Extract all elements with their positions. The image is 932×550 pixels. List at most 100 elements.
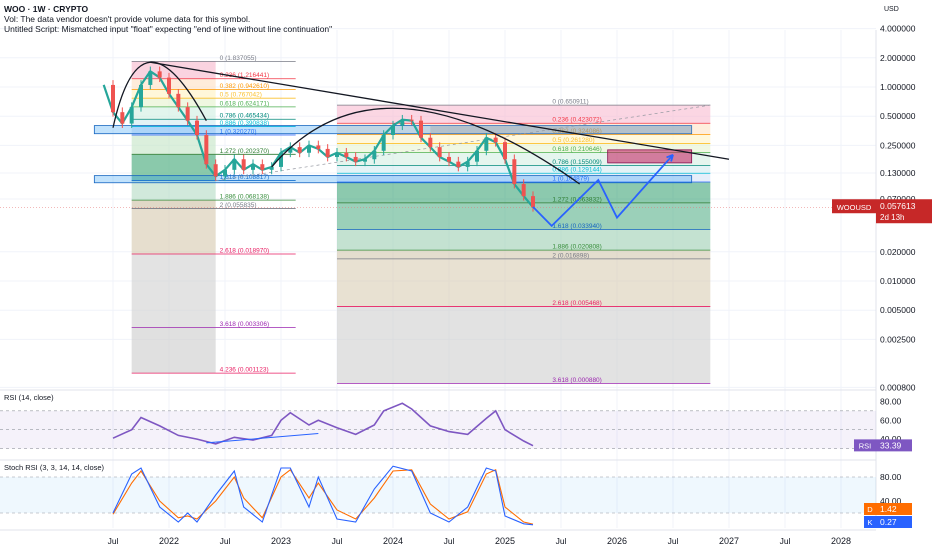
fib-left-zone (131, 154, 216, 181)
price-tick-label: 2.000000 (880, 53, 916, 63)
stoch-k-value-badge (876, 516, 912, 528)
candle-body (269, 166, 274, 170)
candle-body (419, 120, 423, 138)
candle-body (120, 112, 125, 124)
red-target-zone (607, 149, 693, 164)
candle-body (465, 161, 470, 167)
fib-left-label: 4.236 (0.001123) (220, 367, 269, 374)
candle-body (111, 84, 115, 113)
price-tick-label: 0.500000 (880, 111, 916, 121)
rsi-line (112, 402, 534, 447)
price-tick-label: 0.070000 (880, 194, 916, 204)
time-tick-label: 2022 (159, 536, 179, 546)
fib-left-zone (131, 208, 216, 255)
candle-body (363, 159, 367, 162)
fib-right-label: 2.618 (0.005468) (552, 300, 602, 307)
time-tick-label: 2023 (271, 536, 291, 546)
candle-body (148, 71, 153, 85)
fib-right-zone (337, 202, 711, 230)
price-tick-label: 4.000000 (880, 24, 916, 34)
arc-2024 (271, 107, 581, 185)
symbol-title: WOO · 1W · CRYPTO (4, 4, 89, 14)
fib-left-zone (131, 180, 216, 201)
fib-left-label: 0.5 (0.767042) (220, 92, 262, 99)
stoch-label: Stoch RSI (3, 3, 14, 14, close) (4, 463, 105, 472)
fib-left-zone (131, 61, 216, 79)
fib-left-zone (131, 106, 216, 120)
fib-left-zone (131, 78, 216, 90)
fib-left-label: 0.618 (0.624171) (220, 100, 270, 107)
candle-body (372, 150, 377, 160)
fib-left-zone (131, 200, 216, 209)
stoch-k-line (112, 465, 534, 526)
stoch-k-badge (864, 516, 876, 528)
candle-body (428, 137, 433, 148)
ticker-badge-label: WOOUSD (837, 203, 872, 212)
stoch-tick-label: 80.00 (880, 472, 902, 482)
time-tick-label: Jul (668, 536, 679, 546)
fib-right-label: 1 (0.104879) (552, 175, 589, 182)
fib-left-label: 0 (1.837055) (220, 55, 257, 62)
fib-left-zone (131, 119, 216, 127)
projection-arrowhead (666, 153, 674, 162)
fib-right-label: 1.618 (0.033940) (552, 223, 602, 230)
rsi-tick-label: 60.00 (880, 415, 902, 425)
time-tick-label: Jul (556, 536, 567, 546)
candle-body (297, 147, 302, 153)
rsi-tick-label: 80.00 (880, 396, 902, 406)
candle-body (260, 164, 265, 170)
rsi-badge (854, 439, 876, 452)
candle-body (512, 159, 517, 184)
candle-body (521, 184, 526, 197)
fib-left-label: 1.272 (0.202370) (220, 148, 270, 155)
candle-body (493, 137, 498, 143)
candle-body (437, 147, 442, 157)
time-tick-label: 2028 (831, 536, 851, 546)
fib-right-zone (337, 250, 711, 259)
fib-right-zone (337, 173, 711, 182)
upper-zone-shade (430, 125, 692, 134)
time-tick-label: Jul (332, 536, 343, 546)
fib-right-label: 0 (0.650911) (552, 99, 588, 106)
stoch-d-value: 1.42 (880, 504, 897, 514)
candle-body (381, 135, 386, 151)
candle-body (316, 145, 321, 149)
fib-right-label: 0.786 (0.155009) (552, 159, 602, 166)
price-badge-value: 0.057613 (880, 201, 916, 211)
fib-right-zone (337, 165, 711, 174)
fib-right-label: 0.618 (0.210646) (552, 146, 602, 153)
candle-body (288, 147, 293, 153)
stoch-k-badge-label: K (867, 518, 872, 527)
lower-blue-zone (93, 175, 693, 184)
fib-left-label: 2.618 (0.018970) (220, 248, 270, 255)
rsi-value-badge (876, 439, 912, 452)
script-error-note: Untitled Script: Mismatched input "float… (4, 24, 333, 34)
trendline (150, 61, 730, 160)
fib-left-label: 1.618 (0.108817) (220, 174, 270, 181)
fib-left-label: 0.382 (0.942610) (220, 83, 270, 90)
fib-right-zone (337, 229, 711, 251)
time-tick-label: 2027 (719, 536, 739, 546)
candle-body (344, 152, 349, 157)
candle-body (279, 152, 283, 167)
fib-left-label: 1.886 (0.068138) (220, 194, 270, 201)
candle-body (531, 196, 535, 208)
candle-body (129, 107, 134, 124)
candle-body (484, 137, 489, 151)
candle-body (241, 159, 246, 170)
time-tick-label: Jul (108, 536, 119, 546)
fib-right-zone (337, 134, 711, 144)
candle-body (503, 142, 507, 160)
candle-body (447, 156, 451, 162)
rsi-divergence (206, 432, 319, 444)
fib-left-label: 1 (0.320270) (220, 128, 257, 135)
candle-body (456, 161, 461, 167)
price-badge-countdown: 2d 13h (880, 213, 904, 222)
stoch-tick-label: 40.00 (880, 496, 902, 506)
ticker-badge (832, 199, 876, 214)
stoch-d-badge (864, 503, 876, 515)
fib-left-zone (131, 327, 216, 374)
currency-label: USD (884, 6, 899, 13)
fib-left-label: 0.786 (0.465434) (220, 113, 270, 120)
